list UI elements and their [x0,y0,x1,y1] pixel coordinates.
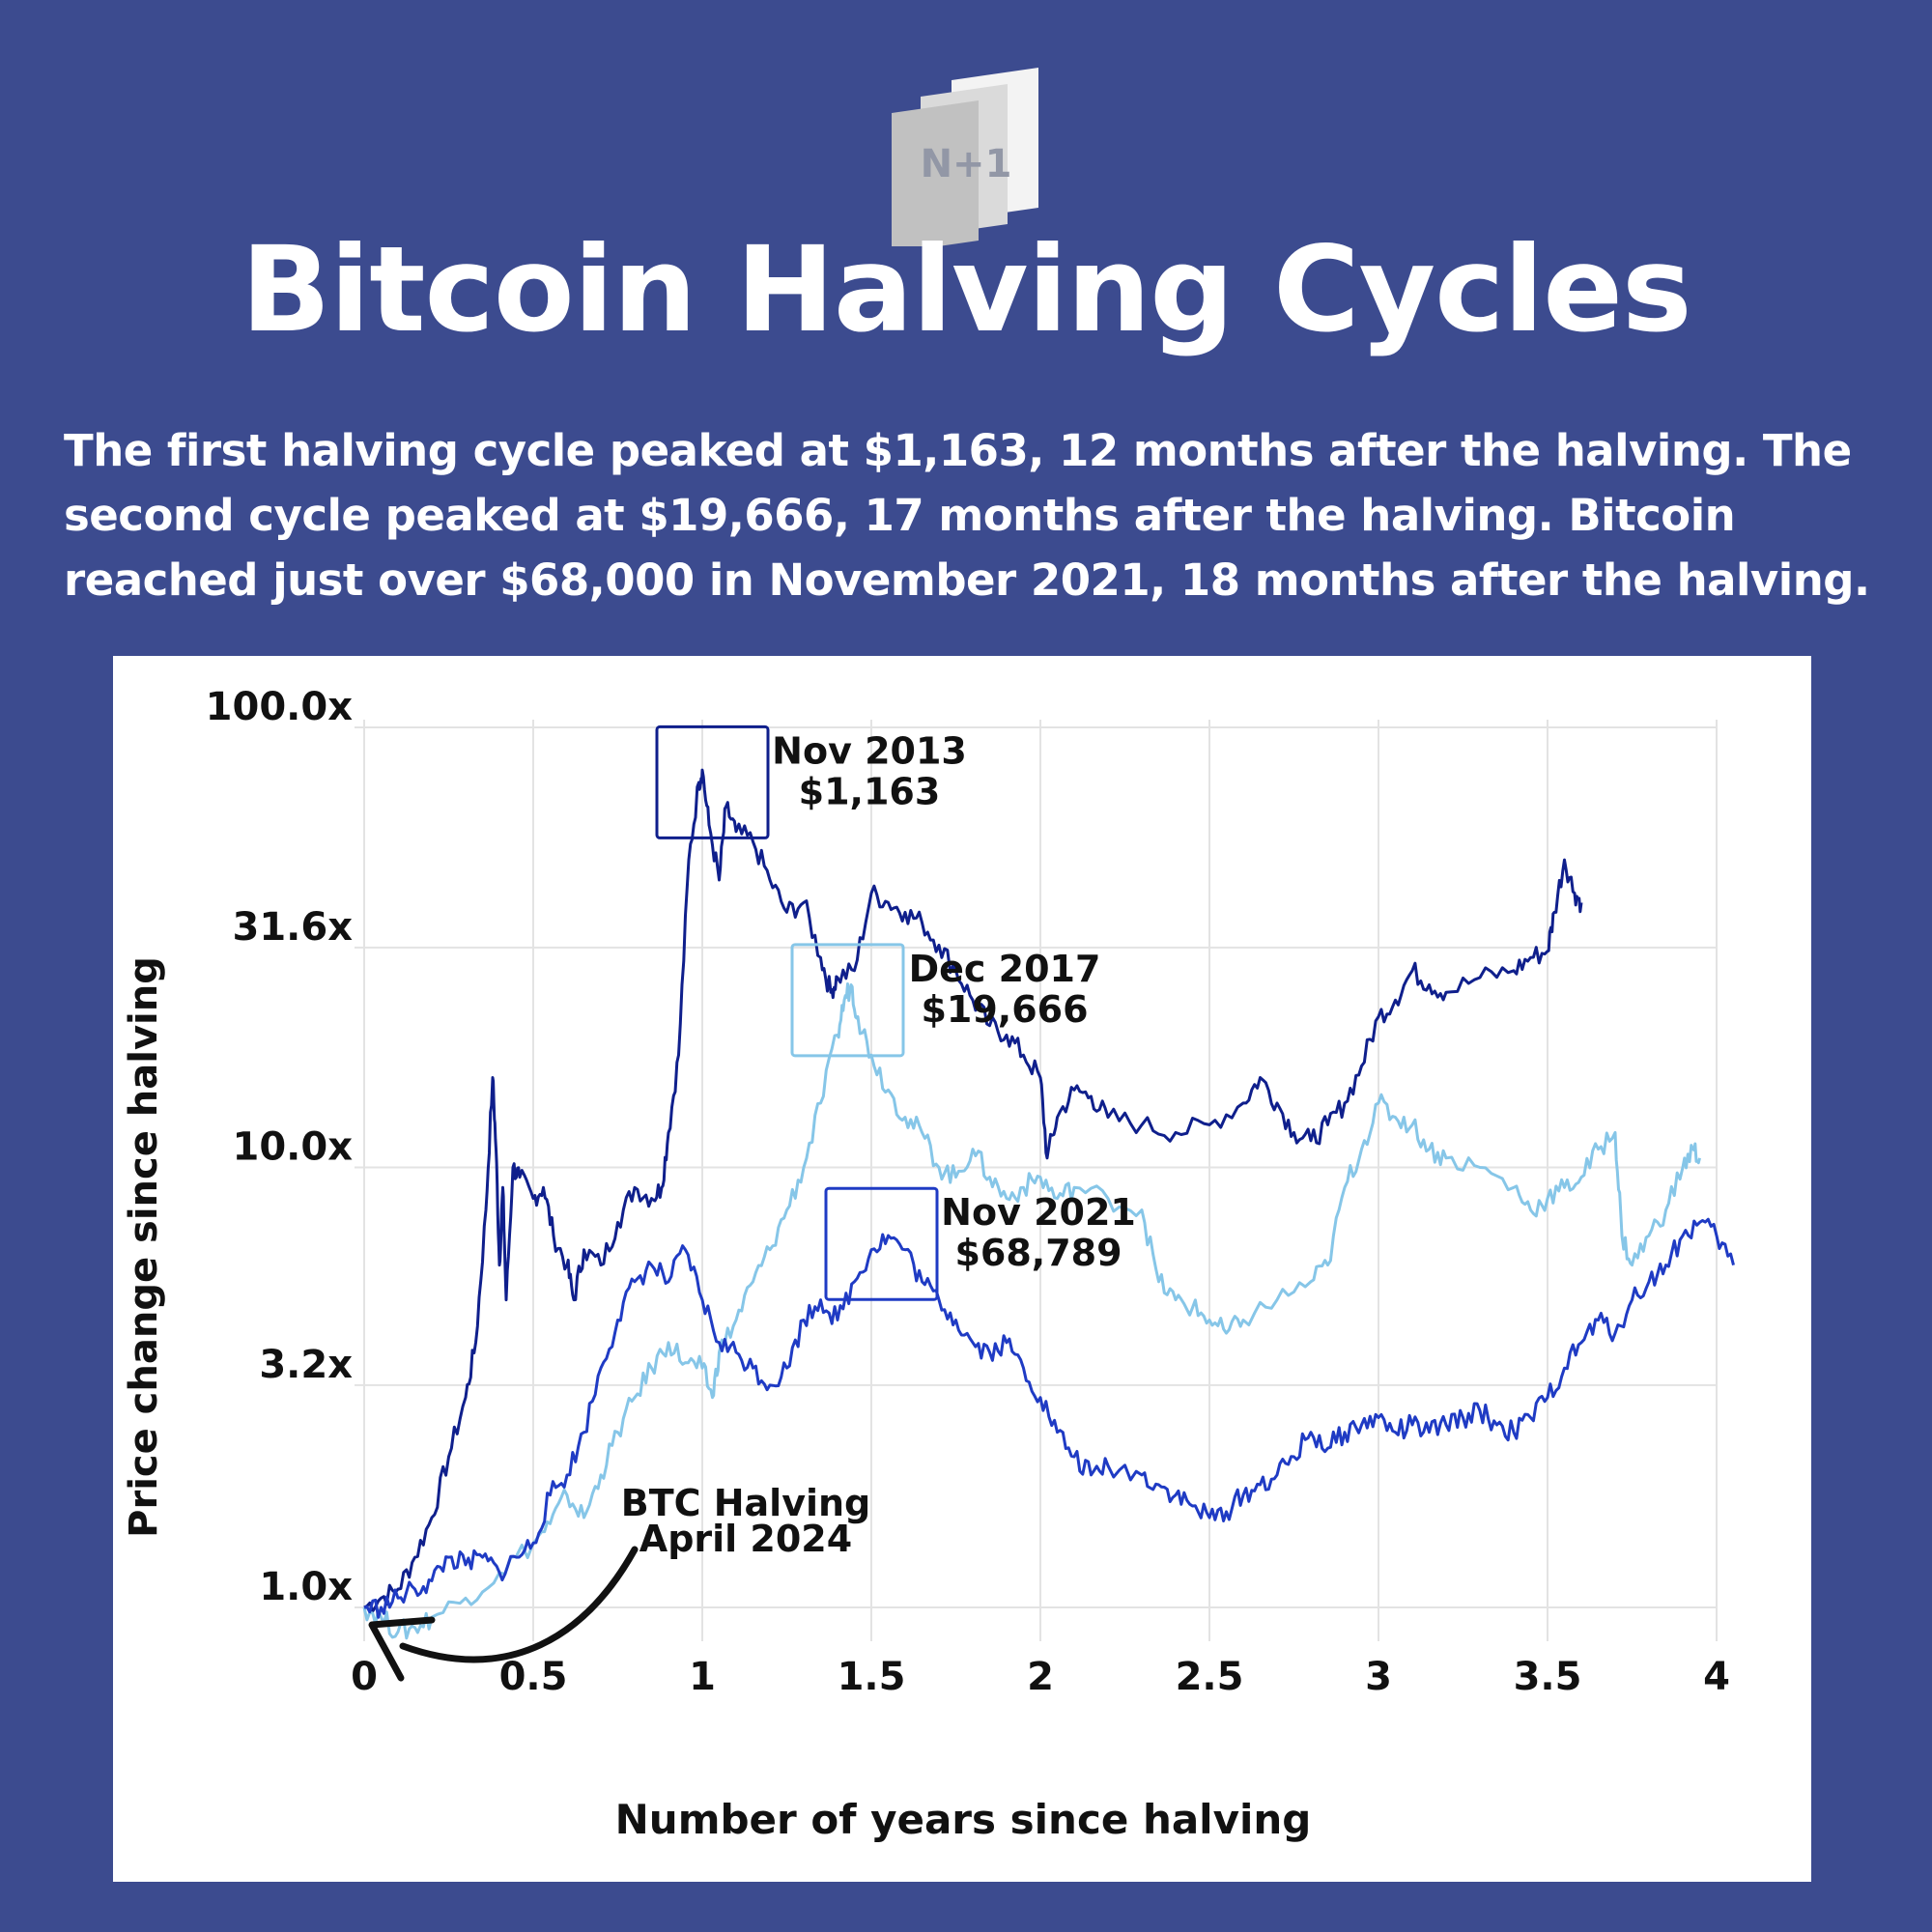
chart-panel: Nov 2013 $1,163 Dec 2017 $19,666 Nov 2021 $68… [113,656,1811,1882]
annotation-btc-halving-line2: April 2024 [639,1518,852,1560]
annotation-box-nov2021 [824,1186,939,1301]
annotation-btc-halving-line1: BTC Halving [621,1482,871,1524]
series-line-2020-halving-cycle [363,1217,1735,1619]
x-tick-label-3: 1.5 [838,1655,906,1699]
x-tick-label-7: 3.5 [1514,1655,1582,1699]
page-title: Bitcoin Halving Cycles [241,221,1691,358]
halving-cycles-chart: Nov 2013$1,163 Dec 2017$19,666 Nov 2021$68… [122,685,1735,1843]
series-lines [362,768,1735,1640]
x-tick-label-1: 0.5 [499,1655,568,1699]
series-line-2012-halving-cycle [363,768,1583,1613]
y-axis-label: Price change since halving [122,956,166,1538]
x-tick-label-2: 1 [689,1655,716,1699]
annotation-nov2013-line2: $1,163 [799,770,941,812]
n-plus-one-logo: N+1 [892,68,1038,246]
annotations: Nov 2013$1,163 Dec 2017$19,666 Nov 2021$68… [368,724,1136,1682]
btc-halving-arrow [399,1546,639,1663]
annotation-dec2017-line2: $19,666 [921,988,1088,1031]
x-tick-label-0: 0 [351,1655,378,1699]
x-tick-label-5: 2.5 [1176,1655,1244,1699]
x-tick-label-4: 2 [1027,1655,1054,1699]
x-tick-label-8: 4 [1703,1655,1730,1699]
y-tick-label-0: 100.0x [206,685,354,729]
x-tick-label-6: 3 [1365,1655,1392,1699]
annotation-dec2017-line1: Dec 2017 [909,948,1101,990]
annotation-box-dec2017 [790,943,905,1058]
series-line-2016-halving-cycle [362,982,1701,1640]
y-tick-label-4: 1.0x [259,1565,353,1609]
y-tick-label-2: 10.0x [233,1125,354,1170]
y-tick-label-1: 31.6x [233,905,354,950]
annotation-nov2021-line1: Nov 2021 [941,1191,1136,1234]
annotation-nov2021-line2: $68,789 [954,1232,1122,1274]
annotation-nov2013-line1: Nov 2013 [772,729,967,772]
x-axis-label: Number of years since halving [615,1796,1312,1843]
axis-ticks: 100.0x 31.6x 10.0x 3.2x 1.0x 0 0.5 1 1.5 2 2.5 3 3.5… [206,685,1730,1699]
logo-text: N+1 [921,142,1012,186]
page-subtitle: The first halving cycle peaked at $1,163… [64,425,1870,606]
btc-halving-arrowhead [368,1616,436,1682]
y-tick-label-3: 3.2x [259,1343,353,1387]
logo-front-panel [892,100,979,246]
annotation-box-nov2013 [655,724,770,839]
